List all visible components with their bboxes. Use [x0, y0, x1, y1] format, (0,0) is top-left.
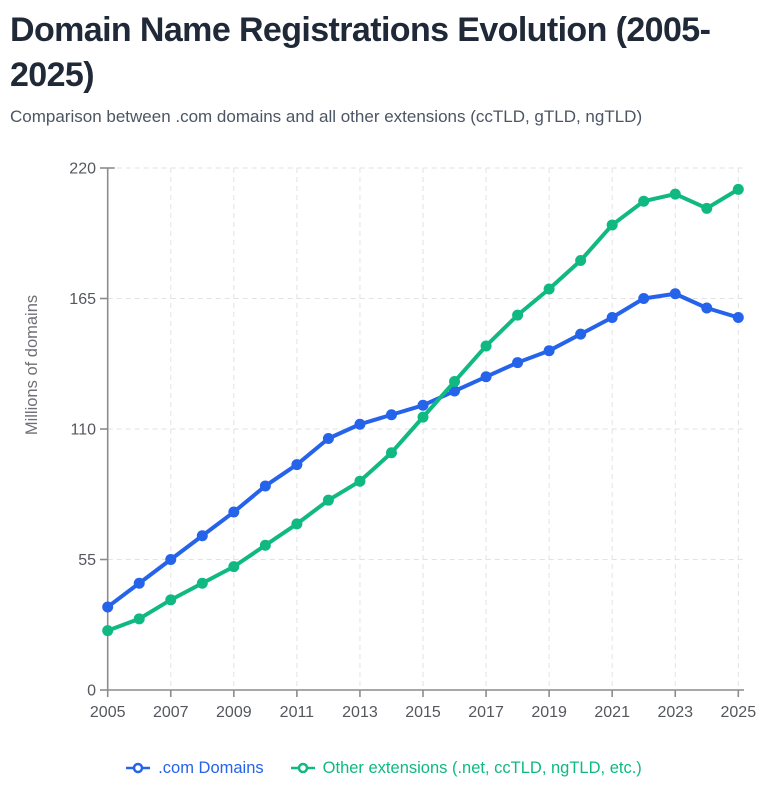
data-point: [575, 328, 587, 340]
y-tick-label: 110: [70, 422, 96, 439]
data-point: [354, 418, 366, 430]
data-point: [102, 601, 114, 613]
y-axis-title: Millions of domains: [23, 295, 41, 435]
data-point: [417, 411, 429, 423]
x-tick-label: 2017: [468, 704, 504, 721]
data-point: [669, 288, 681, 300]
data-point: [385, 409, 397, 421]
legend-label-com: .com Domains: [158, 758, 264, 777]
data-point: [575, 255, 587, 267]
data-point: [165, 554, 177, 565]
legend-label-other: Other extensions (.net, ccTLD, ngTLD, et…: [322, 758, 642, 777]
y-tick-label: 165: [69, 291, 96, 308]
chart-legend: .com Domains Other extensions (.net, ccT…: [0, 752, 767, 784]
x-tick-label: 2011: [280, 704, 315, 721]
x-tick-label: 2019: [531, 704, 567, 721]
data-point: [480, 340, 492, 352]
data-point: [449, 376, 461, 388]
x-tick-label: 2021: [594, 704, 630, 721]
data-point: [165, 594, 177, 606]
data-point: [196, 530, 208, 542]
data-point: [732, 183, 744, 195]
x-tick-label: 2013: [342, 704, 378, 721]
chart-subtitle: Comparison between .com domains and all …: [10, 107, 643, 126]
data-point: [228, 561, 240, 573]
y-tick-label: 0: [87, 683, 96, 700]
data-point: [701, 302, 713, 314]
x-tick-label: 2015: [405, 704, 441, 721]
legend-marker-com-icon: [126, 762, 151, 774]
y-tick-label: 220: [69, 161, 96, 178]
x-tick-label: 2009: [216, 704, 252, 721]
legend-marker-other-icon: [290, 762, 315, 774]
data-point: [354, 475, 366, 487]
data-point: [259, 480, 271, 492]
data-point: [133, 613, 145, 625]
data-point: [638, 195, 650, 207]
data-point: [196, 577, 208, 589]
data-point: [669, 188, 681, 200]
data-point: [606, 219, 618, 231]
data-point: [638, 293, 650, 304]
data-point: [512, 309, 524, 321]
data-point: [449, 385, 461, 397]
legend-item-other-extensions[interactable]: Other extensions (.net, ccTLD, ngTLD, et…: [290, 759, 642, 778]
data-point: [701, 202, 713, 214]
legend-item-com-domains[interactable]: .com Domains: [125, 758, 264, 778]
x-tick-label: 2025: [721, 704, 757, 721]
page-header: Domain Name Registrations Evolution (200…: [10, 0, 750, 98]
data-point: [259, 539, 271, 551]
data-point: [228, 506, 240, 518]
line-chart: 0 55 110 165 220 2005 2007 2009 2011 2013 2015 2017…: [23, 161, 757, 722]
x-tick-label: 2023: [657, 704, 693, 721]
data-point: [291, 459, 303, 471]
data-point: [322, 432, 334, 444]
data-point: [606, 311, 618, 323]
x-tick-label: 2007: [153, 704, 189, 721]
data-point: [322, 494, 334, 506]
data-point: [480, 371, 492, 383]
data-point: [543, 283, 555, 295]
data-point: [291, 518, 303, 530]
data-point: [102, 625, 114, 637]
data-point: [512, 357, 524, 369]
data-point: [417, 399, 429, 411]
x-tick-label: 2005: [90, 704, 126, 721]
y-tick-label: 55: [78, 552, 96, 569]
page-title: Domain Name Registrations Evolution (200…: [10, 11, 711, 94]
data-point: [385, 447, 397, 459]
data-point: [732, 311, 744, 323]
data-point: [543, 345, 555, 357]
data-point: [133, 577, 145, 589]
